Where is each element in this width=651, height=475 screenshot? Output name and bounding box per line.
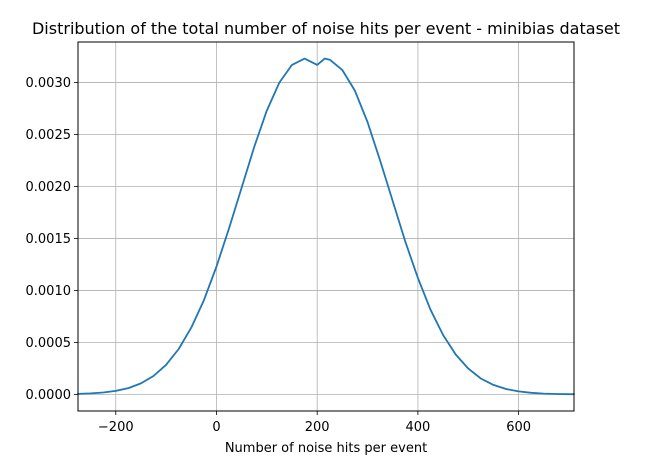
y-tick-label: 0.0025 <box>26 128 72 143</box>
x-tick-label: 600 <box>506 420 531 435</box>
y-tick-label: 0.0030 <box>26 76 72 91</box>
x-tick-label: −200 <box>98 420 134 435</box>
x-axis: −200 0 200 400 600 <box>98 411 531 435</box>
x-tick-label: 200 <box>305 420 330 435</box>
series-line <box>77 57 575 396</box>
x-tick-label: 400 <box>405 420 430 435</box>
plot-area <box>77 57 575 396</box>
y-tick-label: 0.0020 <box>26 180 72 195</box>
grid <box>78 42 574 411</box>
y-tick-label: 0.0000 <box>26 388 72 403</box>
y-axis: 0.0000 0.0005 0.0010 0.0015 0.0020 0.0025 0.00… <box>26 76 78 403</box>
x-tick-label: 0 <box>212 420 220 435</box>
y-tick-label: 0.0015 <box>26 232 72 247</box>
y-tick-label: 0.0010 <box>26 284 72 299</box>
chart-title: Distribution of the total number of nois… <box>32 19 620 38</box>
x-axis-label: Number of noise hits per event <box>225 441 427 456</box>
y-tick-label: 0.0005 <box>26 336 72 351</box>
axes-frame <box>77 41 575 412</box>
